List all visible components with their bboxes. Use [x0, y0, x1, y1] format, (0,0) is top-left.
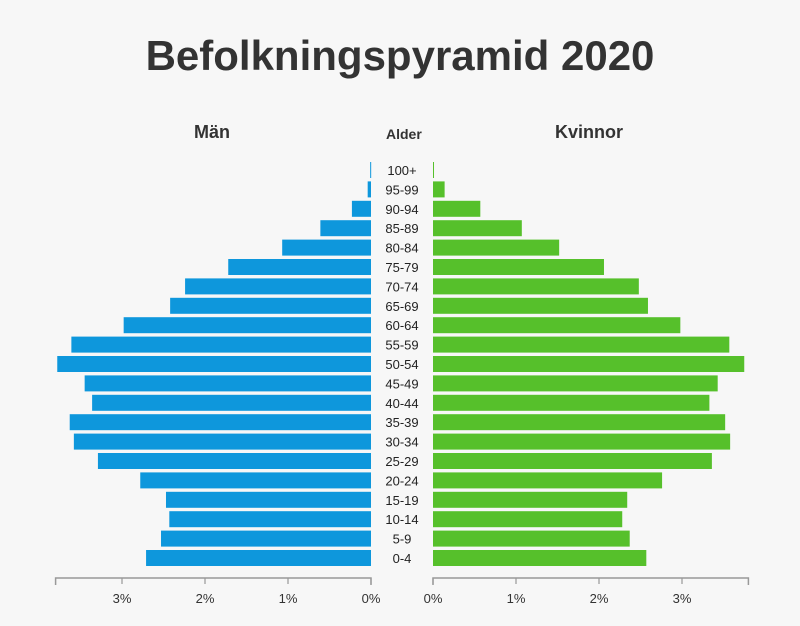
bar-men-5-9	[161, 530, 371, 547]
bar-men-20-24	[140, 472, 371, 489]
bar-women-15-19	[433, 491, 628, 508]
age-label: 25-29	[385, 454, 418, 469]
bar-men-30-34	[73, 433, 372, 450]
tick-label-right: 1%	[507, 591, 526, 606]
bar-men-50-54	[57, 356, 371, 372]
tick-label-left: 0%	[362, 591, 381, 606]
bar-women-25-29	[433, 453, 712, 469]
age-label: 15-19	[385, 493, 418, 508]
bar-women-65-69	[433, 297, 648, 314]
chart-title: Befolkningspyramid 2020	[145, 32, 655, 79]
age-label: 55-59	[385, 338, 418, 353]
age-label: 30-34	[385, 435, 418, 450]
bar-men-85-89	[320, 220, 371, 237]
bar-women-30-34	[433, 433, 731, 450]
bar-women-85-89	[433, 220, 522, 237]
bar-men-75-79	[228, 259, 371, 275]
left-axis	[54, 577, 372, 585]
bar-women-20-24	[433, 472, 663, 489]
age-label: 95-99	[385, 182, 418, 197]
bar-men-0-4	[146, 550, 371, 566]
bar-men-45-49	[84, 375, 372, 392]
bar-women-70-74	[433, 278, 639, 295]
women-header: Kvinnor	[555, 122, 624, 142]
bar-women-95-99	[433, 181, 445, 198]
men-header: Män	[194, 122, 230, 142]
bar-men-55-59	[71, 336, 372, 353]
bar-men-70-74	[185, 278, 371, 295]
bar-women-35-39	[433, 414, 726, 431]
bar-women-90-94	[433, 200, 481, 217]
bar-women-0-4	[433, 550, 647, 566]
age-label: 50-54	[385, 357, 418, 372]
age-label: 85-89	[385, 221, 418, 236]
bar-men-60-64	[123, 317, 371, 334]
bar-women-50-54	[433, 356, 745, 372]
age-header: Alder	[386, 126, 422, 142]
age-label: 65-69	[385, 299, 418, 314]
age-label: 45-49	[385, 376, 418, 391]
bar-men-65-69	[170, 297, 371, 314]
bar-men-15-19	[165, 491, 371, 508]
bar-men-25-29	[97, 453, 372, 469]
bar-women-75-79	[433, 259, 604, 275]
bar-women-80-84	[433, 239, 560, 256]
age-label: 40-44	[385, 396, 418, 411]
age-label: 10-14	[385, 512, 418, 527]
age-label: 20-24	[385, 473, 418, 488]
age-label: 100+	[387, 163, 416, 178]
bar-men-90-94	[351, 200, 371, 217]
tick-label-right: 2%	[590, 591, 609, 606]
bar-men-95-99	[367, 181, 371, 198]
age-label: 75-79	[385, 260, 418, 275]
age-label: 80-84	[385, 241, 418, 256]
tick-label-right: 3%	[673, 591, 692, 606]
bar-women-60-64	[433, 317, 681, 334]
age-label: 70-74	[385, 279, 418, 294]
bar-women-100+	[433, 162, 434, 178]
age-label: 5-9	[393, 532, 412, 547]
bar-men-10-14	[169, 511, 371, 528]
bar-women-10-14	[433, 511, 623, 528]
bar-women-40-44	[433, 394, 710, 411]
tick-label-left: 3%	[113, 591, 132, 606]
tick-label-left: 1%	[279, 591, 298, 606]
bar-men-80-84	[282, 239, 371, 256]
age-label: 0-4	[393, 551, 412, 566]
tick-label-left: 2%	[196, 591, 215, 606]
age-label: 60-64	[385, 318, 418, 333]
tick-label-right: 0%	[424, 591, 443, 606]
age-label: 35-39	[385, 415, 418, 430]
bar-men-40-44	[92, 394, 372, 411]
bar-men-100+	[370, 162, 372, 178]
bar-men-35-39	[69, 414, 372, 431]
bar-women-5-9	[433, 530, 630, 547]
right-axis	[432, 577, 750, 585]
bar-women-45-49	[433, 375, 718, 392]
age-label: 90-94	[385, 202, 418, 217]
bar-women-55-59	[433, 336, 730, 353]
